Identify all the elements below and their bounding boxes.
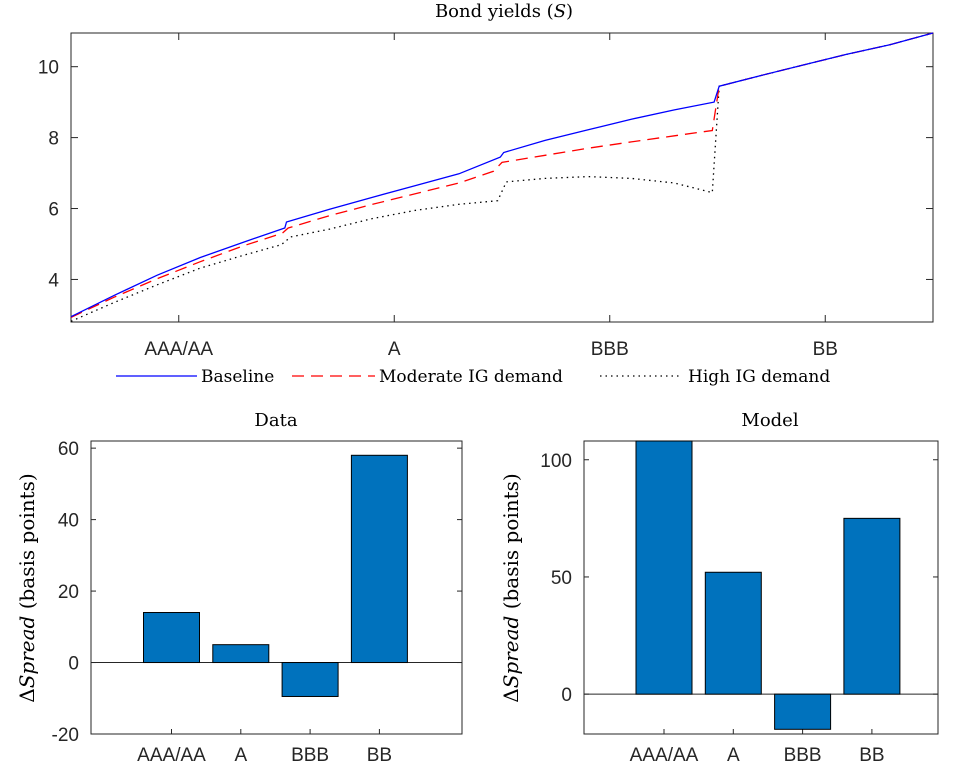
- bar-bbb: [774, 693, 832, 730]
- x-tick-label: BBB: [291, 745, 329, 766]
- data-y-axis-label: ΔSpread (basis points): [15, 473, 39, 703]
- y-tick-label: 10: [38, 58, 59, 79]
- y-tick-label: 0: [561, 685, 572, 706]
- x-tick-label: BB: [813, 339, 838, 360]
- x-tick-label: A: [234, 745, 247, 766]
- y-tick-label: 50: [551, 568, 572, 589]
- y-tick-label: 100: [540, 451, 572, 472]
- y-tick-label: 40: [58, 511, 79, 532]
- y-tick-label: 20: [58, 582, 79, 603]
- x-tick-label: BBB: [591, 339, 629, 360]
- legend-label: Baseline: [201, 367, 274, 387]
- y-tick-label: 0: [68, 654, 79, 675]
- legend-label: High IG demand: [688, 367, 830, 387]
- bar-aaa-aa: [143, 612, 200, 664]
- model-y-axis-label: ΔSpread (basis points): [499, 473, 523, 703]
- series-line-baseline: [70, 32, 934, 318]
- x-tick-label: AAA/AA: [144, 339, 213, 360]
- x-tick-label: BB: [367, 745, 392, 766]
- bar-bbb: [281, 662, 339, 697]
- bar-bb: [843, 517, 901, 695]
- y-tick-label: 60: [58, 439, 79, 460]
- x-tick-label: A: [727, 745, 740, 766]
- bond-yields-axes-box: [70, 32, 934, 323]
- x-tick-label: BBB: [784, 745, 822, 766]
- data-chart-title: Data: [254, 410, 297, 431]
- legend: Baseline Moderate IG demand High IG demand: [116, 367, 830, 387]
- x-tick-label: AAA/AA: [630, 745, 699, 766]
- model-axes-box: [583, 440, 939, 735]
- data-axes-box: [90, 440, 463, 735]
- y-tick-label: 6: [48, 200, 59, 221]
- y-tick-label: 8: [48, 129, 59, 150]
- bar-bb: [350, 454, 408, 664]
- bond-yields-x-axis: AAA/AA A BBB BB: [144, 33, 838, 360]
- y-tick-label: -20: [52, 725, 79, 746]
- x-tick-label: AAA/AA: [137, 745, 206, 766]
- bar-a: [704, 571, 762, 695]
- x-tick-label: BB: [859, 745, 884, 766]
- y-tick-label: 4: [48, 270, 59, 291]
- bond-yields-y-axis: 4 6 8 10: [38, 58, 933, 291]
- bond-yields-series: [70, 32, 934, 322]
- bar-aaa-aa: [635, 440, 693, 695]
- x-tick-label: A: [388, 339, 401, 360]
- legend-label: Moderate IG demand: [379, 367, 563, 387]
- model-chart-title: Model: [741, 410, 798, 431]
- bond-yields-title: Bond yields (S): [435, 1, 573, 22]
- series-line-moderate-ig-demand: [70, 32, 934, 318]
- bar-a: [212, 644, 270, 664]
- series-line-high-ig-demand: [70, 32, 934, 322]
